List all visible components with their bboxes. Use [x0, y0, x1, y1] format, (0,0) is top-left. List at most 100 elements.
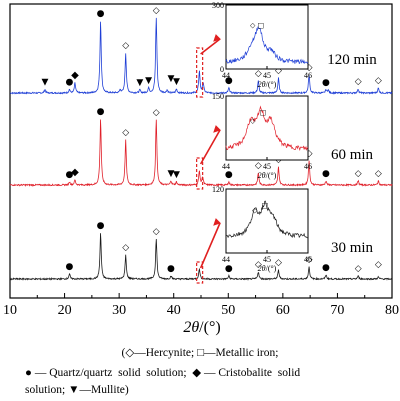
- phase-marker: ◇: [153, 6, 160, 16]
- phase-marker: ◇: [355, 264, 362, 274]
- x-tick-label: 10: [3, 303, 17, 318]
- phase-marker: ◇: [122, 243, 129, 253]
- inset-y-tick-label: 150: [212, 92, 224, 101]
- phase-marker: ●: [97, 221, 105, 231]
- phase-marker: ▼: [145, 76, 152, 86]
- inset-line: [225, 105, 309, 151]
- highlight-arrow-head: [213, 34, 221, 42]
- phase-marker: ●: [322, 263, 330, 273]
- inset-y-tick-label: 0: [220, 65, 224, 74]
- phase-marker: ◇: [153, 227, 160, 237]
- inset-60-min: 44 45 46 150 2θ/(°) ◇ □: [212, 92, 312, 180]
- phase-marker: ◇: [355, 77, 362, 87]
- phase-marker: ●: [66, 170, 74, 180]
- x-axis-label-symbol: 2θ: [183, 319, 199, 336]
- phase-marker: ●: [66, 78, 74, 88]
- inset-frame: [225, 4, 309, 70]
- phase-marker: ▼: [168, 74, 175, 84]
- series-line-120-min: [9, 17, 393, 95]
- phase-marker: ●: [322, 169, 330, 179]
- inset-x-tick-label: 46: [304, 255, 312, 264]
- tick-layer: 10 20 30 40 50 60 70 80: [3, 293, 399, 318]
- x-axis-label: 2θ/(°): [183, 319, 220, 336]
- phase-marker: ◇: [275, 258, 282, 268]
- highlight-arrow: [199, 129, 221, 165]
- phase-marker: ◆: [71, 70, 79, 81]
- inset-x-label-unit: /(°): [266, 264, 277, 273]
- inset-x-label: 2θ/(°): [258, 80, 277, 89]
- phase-marker: ◇: [255, 69, 262, 79]
- x-tick-label: 60: [276, 303, 290, 318]
- inset-line: [225, 26, 309, 65]
- inset-x-label-symbol: 2θ: [258, 264, 266, 273]
- phase-marker: ●: [167, 264, 175, 274]
- phase-marker: ▼: [173, 77, 180, 87]
- series-line-30-min: [9, 233, 393, 281]
- x-axis-label-unit: /(°): [199, 319, 221, 336]
- highlight-arrow: [199, 222, 221, 269]
- legend-text-2: ● — Quartz/quartz solid solution; ◆ — Cr…: [25, 367, 301, 379]
- inset-x-tick-label: 45: [263, 162, 271, 171]
- phase-marker: ◇: [306, 149, 313, 159]
- phase-marker: ◆: [71, 167, 79, 178]
- inset-phase-marker: □: [262, 201, 269, 209]
- phase-marker: ▼: [168, 169, 175, 179]
- inset-x-tick-label: 46: [304, 71, 312, 80]
- phase-marker: ▼: [136, 78, 143, 88]
- inset-x-label-symbol: 2θ: [258, 80, 266, 89]
- phase-marker: ◇: [255, 161, 262, 171]
- inset-x-label-unit: /(°): [266, 171, 277, 180]
- inset-x-label-symbol: 2θ: [258, 171, 266, 180]
- highlight-arrow-head: [213, 125, 221, 133]
- legend-text-1: (◇—Hercynite; □—Metallic iron;: [121, 347, 279, 359]
- phase-marker: ◇: [275, 66, 282, 76]
- series-label: 120 min: [327, 52, 377, 68]
- phase-marker: ◇: [153, 108, 160, 118]
- series-label: 30 min: [331, 240, 374, 256]
- legend-line-2: ● — Quartz/quartz solid solution; ◆ — Cr…: [25, 365, 395, 379]
- phase-marker: ●: [97, 9, 105, 19]
- inset-x-tick-label: 46: [304, 162, 312, 171]
- x-tick-label: 20: [58, 303, 72, 318]
- inset-line: [225, 200, 308, 239]
- phase-marker: ◇: [306, 63, 313, 73]
- phase-marker: ●: [225, 170, 233, 180]
- inset-x-tick-label: 45: [263, 255, 271, 264]
- legend-line-3: solution; ▼—Mullite): [25, 384, 395, 396]
- legend-text-3: solution; ▼—Mullite): [25, 384, 129, 396]
- highlight-arrow-head: [213, 218, 221, 226]
- highlight-box: [196, 157, 204, 190]
- inset-y-tick-label: 300: [212, 1, 224, 10]
- inset-frame: [225, 95, 309, 161]
- phase-marker: ●: [322, 78, 330, 88]
- inset-phase-marker: ◇: [250, 117, 256, 125]
- x-tick-label: 30: [112, 303, 126, 318]
- marker-layer: ▼●◆●◇▼▼◇▼▼●◇◇◇●◇◇●◆●◇◇▼▼●◇◇◇●◇◇●●◇◇●●◇◇◇…: [41, 6, 381, 274]
- highlight-box: [196, 47, 204, 98]
- inset-phase-marker: ◇: [252, 207, 258, 215]
- inset-phase-marker: □: [258, 22, 265, 30]
- series-line-60-min: [9, 119, 393, 187]
- legend-line-1: (◇—Hercynite; □—Metallic iron;: [0, 345, 400, 359]
- inset-x-label-unit: /(°): [266, 80, 277, 89]
- inset-phase-marker: □: [260, 108, 267, 116]
- phase-marker: ●: [97, 107, 105, 117]
- inset-x-tick-label: 44: [222, 255, 230, 264]
- inset-x-tick-label: 44: [222, 71, 230, 80]
- phase-marker: ◇: [255, 260, 262, 270]
- series-label: 60 min: [331, 147, 374, 163]
- inset-y-tick-label: 120: [212, 185, 224, 194]
- phase-marker: ●: [66, 262, 74, 272]
- phase-marker: ◇: [375, 169, 382, 179]
- inset-x-tick-label: 44: [222, 162, 230, 171]
- inset-x-tick-label: 45: [263, 71, 271, 80]
- phase-marker: ◇: [306, 255, 313, 265]
- phase-marker: ◇: [375, 260, 382, 270]
- label-layer: 120 min 60 min 30 min: [327, 52, 377, 256]
- phase-marker: ◇: [122, 41, 129, 51]
- phase-marker: ▼: [41, 78, 48, 88]
- phase-marker: ●: [225, 76, 233, 86]
